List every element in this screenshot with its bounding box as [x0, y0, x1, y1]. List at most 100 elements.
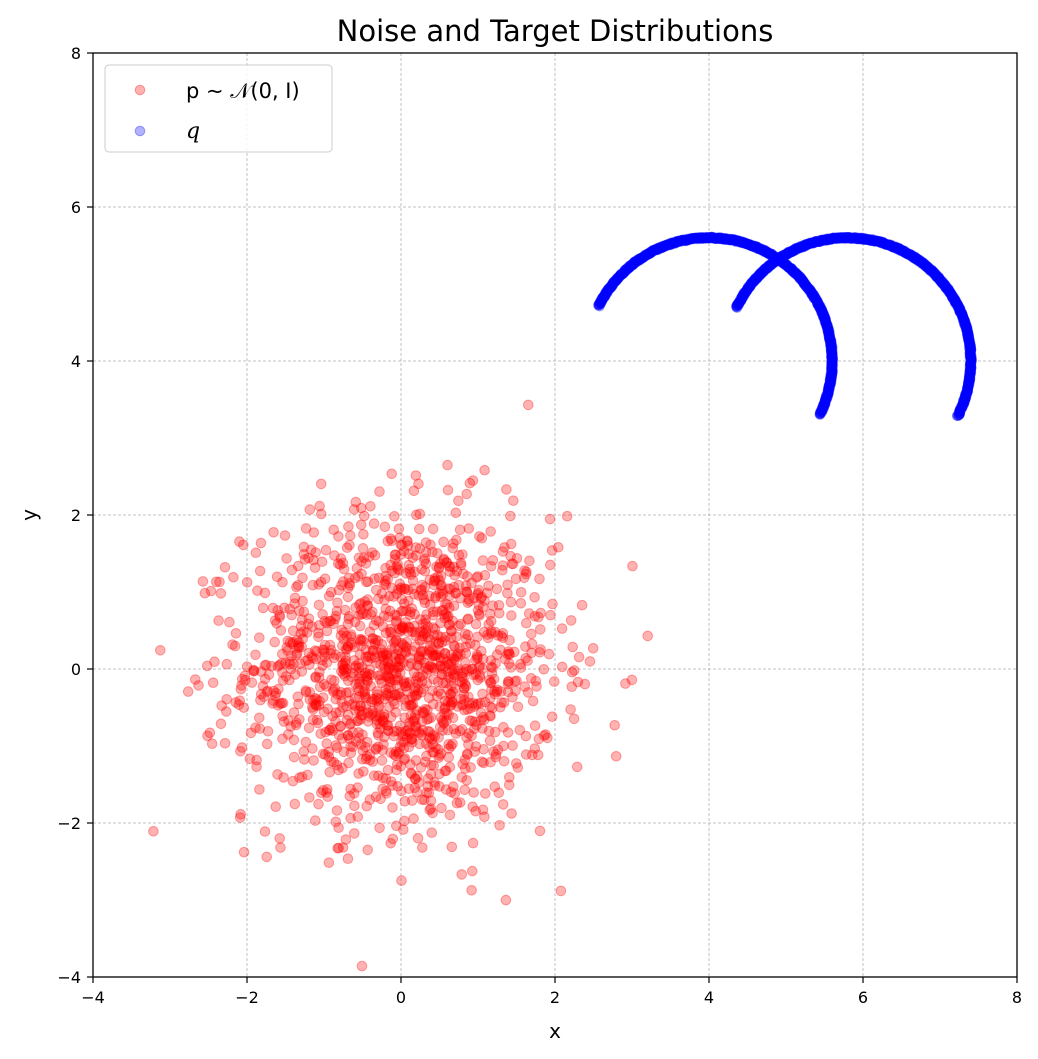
p-point [464, 477, 476, 489]
p-point [406, 691, 418, 703]
p-point [463, 523, 475, 534]
p-point [454, 797, 466, 808]
p-point [378, 716, 390, 728]
p-point [330, 693, 342, 705]
p-point [314, 681, 326, 693]
p-point [485, 710, 496, 722]
p-point [298, 606, 310, 618]
p-point [395, 691, 406, 703]
p-point [335, 687, 347, 698]
p-point [337, 640, 348, 652]
p-point [362, 594, 374, 605]
p-point [398, 737, 409, 748]
p-point [502, 587, 513, 599]
p-point [449, 570, 460, 581]
p-point [417, 670, 429, 681]
p-point [443, 658, 455, 670]
p-point [495, 702, 506, 713]
q-point [597, 294, 609, 305]
p-point [440, 635, 451, 646]
p-point [345, 631, 357, 642]
p-point [300, 655, 311, 667]
p-point [294, 714, 305, 725]
p-point [284, 636, 296, 648]
p-point [366, 696, 377, 708]
p-point [414, 543, 426, 554]
p-point [410, 682, 421, 693]
p-point [270, 801, 282, 813]
p-point [418, 646, 429, 657]
p-point [489, 689, 501, 700]
p-point [337, 660, 348, 671]
p-point [305, 544, 317, 556]
p-point [435, 580, 447, 592]
p-point [199, 587, 211, 599]
p-point [464, 638, 476, 649]
p-point [384, 662, 395, 674]
p-point [474, 610, 485, 621]
p-point [325, 615, 337, 627]
p-point [444, 761, 456, 773]
p-point [434, 652, 445, 663]
p-point [435, 617, 446, 629]
p-point [155, 645, 166, 656]
p-point [521, 566, 532, 578]
p-point [452, 701, 463, 712]
p-point [424, 732, 435, 743]
p-point [486, 626, 497, 637]
p-point [460, 647, 472, 659]
p-point [448, 781, 459, 792]
p-point [288, 658, 300, 670]
p-point [390, 668, 402, 679]
p-point [328, 756, 340, 768]
p-point [479, 595, 490, 606]
p-point [362, 736, 373, 748]
p-point [486, 661, 497, 673]
q-point [607, 278, 619, 290]
y-tick-label: 2 [71, 506, 81, 525]
p-point [355, 700, 367, 712]
p-point [457, 549, 468, 560]
p-point [398, 743, 410, 754]
p-point [267, 698, 278, 709]
p-point [429, 623, 441, 635]
p-point [438, 717, 449, 728]
p-point [338, 746, 350, 758]
p-point [439, 702, 451, 713]
p-point [358, 510, 370, 522]
p-point [344, 577, 355, 589]
p-point [497, 799, 509, 810]
p-point [373, 770, 384, 782]
p-point [458, 568, 469, 580]
p-point [311, 714, 323, 726]
p-point [261, 851, 273, 863]
p-point [396, 637, 407, 649]
p-point [455, 693, 467, 705]
y-tick-label: 8 [71, 44, 81, 63]
p-point [469, 716, 481, 728]
p-point [417, 618, 429, 630]
p-point [379, 578, 390, 590]
p-point [411, 787, 423, 798]
p-point [446, 625, 457, 637]
p-point [584, 656, 596, 667]
p-point [445, 689, 457, 700]
p-point [277, 667, 288, 678]
p-point [410, 627, 421, 638]
p-point [393, 653, 405, 664]
p-point [448, 723, 460, 735]
p-point [338, 627, 350, 638]
p-point [248, 664, 259, 676]
p-point [489, 686, 500, 697]
p-point [211, 576, 222, 588]
p-point [277, 576, 288, 588]
p-point [413, 726, 425, 738]
p-point [390, 750, 402, 762]
p-point [255, 694, 266, 706]
p-point [427, 546, 438, 558]
p-point [457, 758, 469, 770]
p-point [362, 676, 373, 687]
p-point [416, 564, 428, 575]
p-point [547, 598, 558, 610]
p-point [345, 747, 357, 759]
